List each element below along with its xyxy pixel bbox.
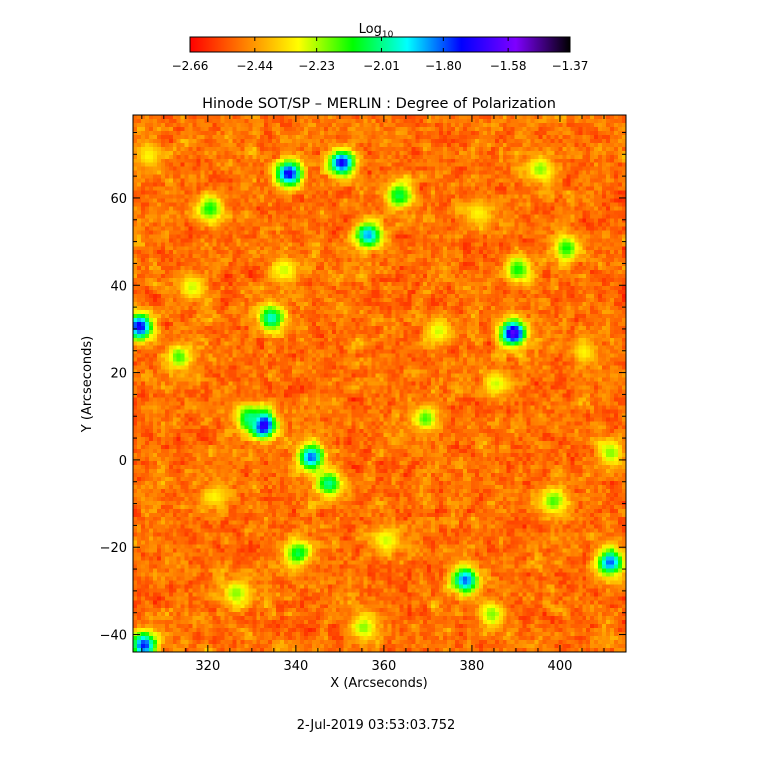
y-tick-label: 0 (119, 454, 127, 469)
x-tick-label: 380 (460, 659, 485, 674)
x-axis-label: X (Arcseconds) (330, 676, 427, 691)
colorbar-tick-label: −2.44 (236, 59, 273, 73)
y-tick-label: 40 (110, 279, 127, 294)
heatmap-image (133, 115, 626, 652)
plot-frame (132, 114, 627, 653)
colorbar-tick-label: −1.80 (425, 59, 462, 73)
x-tick-label: 360 (371, 659, 396, 674)
x-tick-label: 400 (548, 659, 573, 674)
x-axis-ticks: 320 340 360 380 400 (141, 115, 627, 674)
x-tick-label: 320 (195, 659, 220, 674)
colorbar-label: Log10 (359, 22, 394, 40)
colorbar-label-subscript: 10 (382, 30, 394, 40)
timestamp: 2-Jul-2019 03:53:03.752 (297, 718, 456, 733)
y-tick-label: −40 (100, 629, 127, 644)
colorbar-tick-label: −2.66 (172, 59, 209, 73)
colorbar-tick-label: −1.37 (552, 59, 589, 73)
y-tick-label: 60 (110, 192, 127, 207)
colorbar-ticks: −2.66 −2.44 −2.23 −2.01 −1.80 −1.58 −1.37 (172, 37, 589, 73)
colorbar-tick-label: −1.58 (490, 59, 527, 73)
colorbar (189, 36, 571, 53)
chart-title: Hinode SOT/SP – MERLIN : Degree of Polar… (202, 96, 556, 112)
y-axis-label: Y (Arcseconds) (80, 336, 95, 433)
y-tick-label: 20 (110, 367, 127, 382)
x-tick-label: 340 (283, 659, 308, 674)
colorbar-tick-label: −2.23 (298, 59, 335, 73)
colorbar-tick-label: −2.01 (363, 59, 400, 73)
y-tick-label: −20 (100, 541, 127, 556)
y-axis-ticks: −40 −20 0 20 40 60 (100, 131, 626, 644)
